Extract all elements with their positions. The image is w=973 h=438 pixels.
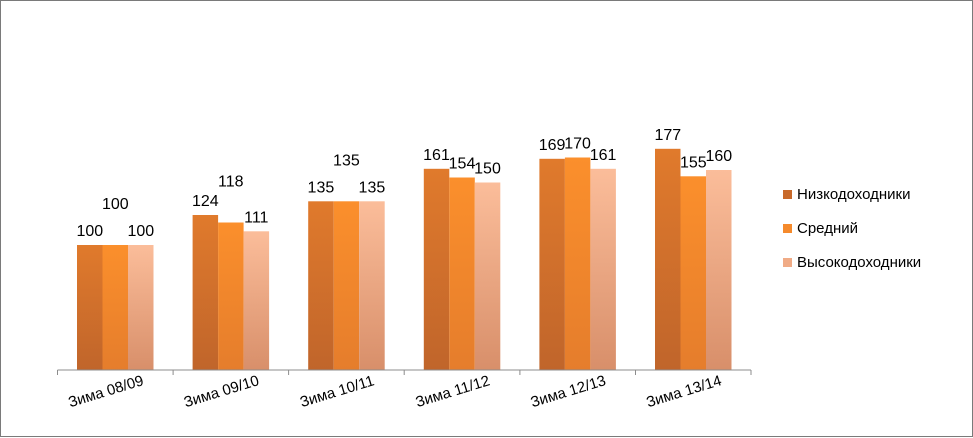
legend-swatch-middle bbox=[783, 223, 792, 233]
data-label-high-income: 100 bbox=[127, 223, 154, 240]
bar-high-income bbox=[243, 231, 270, 371]
data-label-low-income: 124 bbox=[192, 193, 219, 210]
bars-layer bbox=[77, 148, 732, 371]
data-label-low-income: 177 bbox=[654, 127, 681, 144]
data-label-middle: 170 bbox=[564, 136, 591, 153]
x-tick-label: Зима 12/13 bbox=[529, 372, 608, 411]
legend: Низкодоходники Средний Высокодоходники bbox=[783, 177, 921, 279]
bar-high-income bbox=[128, 245, 154, 370]
bar-low-income bbox=[77, 245, 103, 370]
legend-swatch-low-income bbox=[783, 189, 792, 199]
legend-label: Низкодоходники bbox=[797, 185, 911, 203]
data-label-high-income: 135 bbox=[359, 179, 386, 196]
bar-high-income bbox=[359, 201, 385, 371]
bar-low-income bbox=[192, 215, 219, 370]
data-labels-layer: 1001001001241181111351351351611541501691… bbox=[76, 127, 732, 240]
x-tick-label: Зима 11/12 bbox=[414, 372, 492, 411]
bar-high-income bbox=[474, 182, 501, 370]
data-label-low-income: 161 bbox=[423, 147, 450, 164]
data-label-high-income: 111 bbox=[244, 209, 268, 226]
bar-middle bbox=[102, 245, 128, 370]
legend-item-middle: Средний bbox=[783, 211, 921, 245]
bar-low-income bbox=[655, 148, 681, 371]
bar-middle bbox=[680, 176, 706, 371]
bar-middle bbox=[564, 157, 591, 370]
x-tick-label: Зима 10/11 bbox=[298, 372, 376, 411]
bar-high-income bbox=[706, 170, 732, 370]
legend-swatch-high-income bbox=[783, 257, 792, 267]
data-label-middle: 118 bbox=[218, 174, 244, 191]
bar-middle bbox=[218, 222, 244, 370]
data-label-low-income: 100 bbox=[76, 223, 103, 240]
x-tick-labels-layer: Зима 08/09 Зима 09/10 Зима 10/11 Зима 11/12… bbox=[57, 370, 752, 411]
x-tick-label: Зима 09/10 bbox=[182, 372, 261, 411]
bar-high-income bbox=[590, 168, 616, 371]
legend-label: Высокодоходники bbox=[797, 253, 922, 271]
legend-label: Средний bbox=[797, 219, 858, 237]
x-tick-label: Зима 08/09 bbox=[66, 372, 145, 411]
legend-item-low-income: Низкодоходники bbox=[783, 177, 921, 211]
bar-low-income bbox=[423, 168, 450, 371]
data-label-high-income: 160 bbox=[705, 148, 732, 165]
data-label-middle: 155 bbox=[680, 154, 707, 171]
legend-item-high-income: Высокодоходники bbox=[783, 245, 921, 279]
data-label-low-income: 135 bbox=[308, 179, 335, 196]
data-label-middle: 154 bbox=[449, 156, 476, 173]
bar-low-income bbox=[308, 201, 334, 371]
data-label-low-income: 169 bbox=[539, 137, 566, 154]
data-label-middle: 135 bbox=[333, 152, 360, 169]
data-label-high-income: 150 bbox=[474, 161, 501, 178]
x-tick-label: Зима 13/14 bbox=[644, 372, 723, 411]
bar-low-income bbox=[539, 158, 565, 371]
bar-middle bbox=[449, 177, 475, 370]
bar-middle bbox=[333, 201, 360, 371]
data-label-middle: 100 bbox=[102, 196, 129, 213]
data-label-high-income: 161 bbox=[590, 147, 617, 164]
